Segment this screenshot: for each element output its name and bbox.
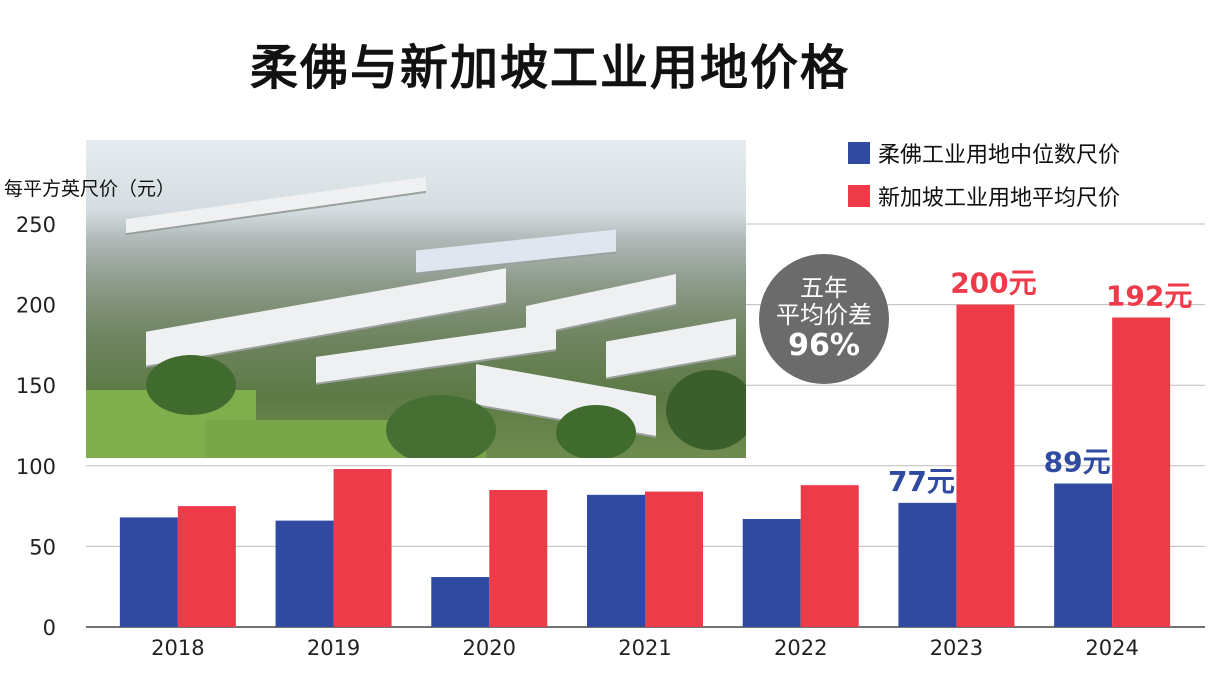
bar <box>1054 483 1113 627</box>
price-gap-badge: 五年 平均价差 96% <box>759 254 889 384</box>
legend-item-johor: 柔佛工业用地中位数尺价 <box>848 137 1120 169</box>
bar <box>898 502 957 627</box>
bar <box>177 506 236 627</box>
x-tick-label: 2018 <box>151 636 204 660</box>
bar <box>431 577 490 627</box>
legend-label-johor: 柔佛工业用地中位数尺价 <box>878 143 1121 168</box>
bar <box>956 304 1015 627</box>
data-label: 89元 <box>1044 446 1111 479</box>
badge-line-1: 五年 <box>800 274 848 303</box>
x-tick-label: 2021 <box>618 636 671 660</box>
x-tick-label: 2022 <box>774 636 827 660</box>
y-axis-label: 每平方英尺价（元） <box>4 178 176 200</box>
badge-value: 96% <box>788 328 860 364</box>
legend-item-singapore: 新加坡工业用地平均尺价 <box>848 180 1120 212</box>
y-tick-label: 50 <box>29 535 56 559</box>
y-tick-label: 150 <box>16 374 56 398</box>
bar <box>587 494 645 627</box>
y-tick-label: 100 <box>16 455 56 479</box>
x-tick-label: 2023 <box>930 636 983 660</box>
bar <box>489 489 548 627</box>
data-label: 77元 <box>888 465 955 498</box>
y-tick-label: 200 <box>16 294 56 318</box>
y-tick-label: 250 <box>16 213 56 237</box>
data-label: 192元 <box>1106 279 1192 312</box>
x-tick-label: 2019 <box>307 636 360 660</box>
badge-line-2: 平均价差 <box>776 301 872 330</box>
chart-title: 柔佛与新加坡工业用地价格 <box>249 40 850 96</box>
y-tick-label: 0 <box>43 616 56 640</box>
bar <box>800 485 859 627</box>
x-tick-label: 2020 <box>463 636 516 660</box>
legend-swatch-johor <box>848 142 870 164</box>
legend-label-singapore: 新加坡工业用地平均尺价 <box>878 186 1121 211</box>
bar <box>1112 317 1171 627</box>
x-tick-label: 2024 <box>1085 636 1138 660</box>
bar <box>333 469 392 627</box>
legend-swatch-singapore <box>848 185 870 207</box>
bar <box>645 491 703 627</box>
industrial-area-photo <box>86 140 746 458</box>
bar <box>119 517 178 627</box>
bar <box>742 518 801 627</box>
bar <box>275 520 334 627</box>
data-label: 200元 <box>950 267 1036 300</box>
